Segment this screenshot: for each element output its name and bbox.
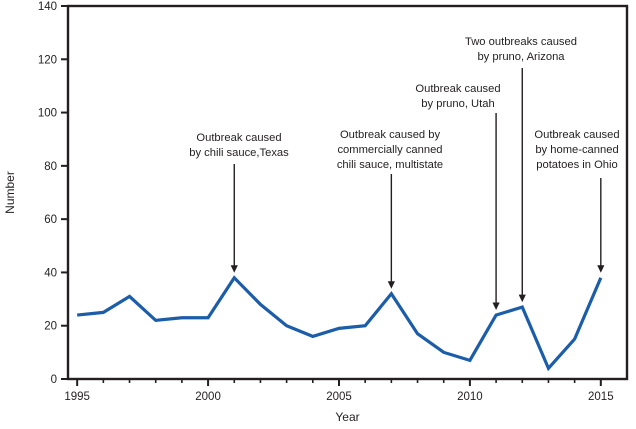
annotation-text-line: potatoes in Ohio: [536, 159, 617, 171]
annotation-text-texas-2001: Outbreak caused by chili sauce,Texas: [189, 132, 289, 159]
annotation-text-ohio-2015: Outbreak caused by home-canned potatoes in…: [534, 129, 619, 171]
annotation-text-line: by chili sauce,Texas: [189, 147, 289, 159]
y-tick-label: 0: [51, 374, 57, 386]
annotation-text-line: Outbreak caused by: [340, 129, 441, 141]
annotation-arrowhead-ohio-2015: [597, 265, 605, 273]
annotation-text-line: Two outbreaks caused: [465, 36, 577, 48]
annotation-text-line: by pruno, Arizona: [477, 51, 565, 63]
annotation-text-line: by home-canned: [535, 144, 618, 156]
annotation-arrowhead-arizona-2012: [518, 294, 526, 303]
x-tick-label: 2010: [457, 391, 483, 403]
annotation-text-line: Outbreak caused: [534, 129, 619, 141]
annotation-text-line: commercially canned: [337, 144, 442, 156]
y-axis: 0 20 40 60 80 100 120 140: [38, 1, 68, 386]
annotation-arrowhead-multistate-2007: [387, 281, 395, 289]
annotation-text-arizona-2012: Two outbreaks caused by pruno, Arizona: [465, 36, 577, 63]
y-tick-label: 40: [44, 267, 57, 279]
x-axis: 1995 2000 2005 2010 2015: [64, 379, 614, 403]
y-axis-title: Number: [3, 171, 17, 214]
x-tick-label: 2000: [195, 391, 221, 403]
y-tick-label: 80: [44, 161, 57, 173]
y-tick-label: 140: [38, 1, 57, 13]
x-tick-label: 2005: [326, 391, 352, 403]
annotation-text-line: Outbreak caused: [415, 83, 500, 95]
annotation-text-utah-2011: Outbreak caused by pruno, Utah: [415, 83, 500, 110]
x-tick-label: 2015: [588, 391, 614, 403]
annotation-text-line: chili sauce, multistate: [337, 159, 443, 171]
annotation-text-line: by pruno, Utah: [421, 98, 494, 110]
y-tick-label: 120: [38, 54, 57, 66]
plot-border: [66, 4, 629, 381]
annotation-text-multistate-2007: Outbreak caused by commercially canned chi…: [337, 129, 443, 171]
data-series-line: [77, 275, 603, 372]
annotations-layer: Outbreak caused by chili sauce,TexasOutbr…: [189, 36, 620, 311]
y-tick-label: 20: [44, 321, 57, 333]
annotation-text-line: Outbreak caused: [196, 132, 281, 144]
y-tick-label: 60: [44, 214, 57, 226]
x-axis-title: Year: [335, 410, 359, 424]
x-tick-label: 1995: [64, 391, 90, 403]
annotation-arrowhead-texas-2001: [230, 265, 238, 273]
y-tick-label: 100: [38, 108, 57, 120]
annotation-arrowhead-utah-2011: [492, 302, 500, 311]
